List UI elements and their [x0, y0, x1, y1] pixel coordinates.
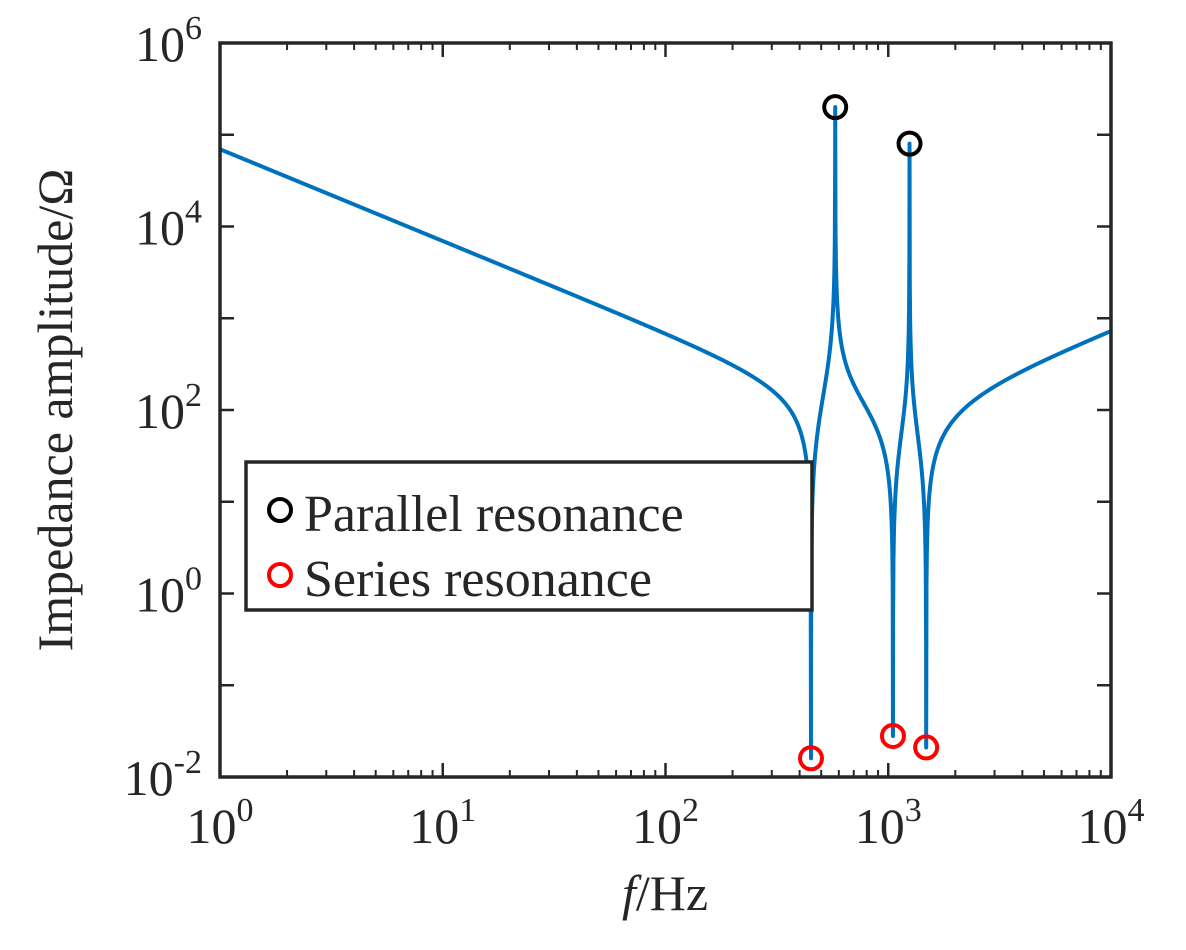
parallel-resonance-marker: [896, 130, 923, 157]
y-axis-label: Impedance amplitude/Ω: [27, 169, 83, 652]
plot-frame: [218, 41, 1113, 779]
x-axis-label-unit: /Hz: [636, 865, 708, 921]
series-resonance-marker: [879, 722, 906, 749]
y-tick-labels: 10-2 100 102 104 106: [124, 10, 202, 806]
y-tick-label: 10-2: [124, 744, 202, 806]
x-tick-label: 100: [187, 792, 254, 854]
y-tick-label: 102: [135, 377, 202, 439]
x-tick-label: 102: [632, 792, 699, 854]
x-axis-label: f/Hz: [622, 865, 708, 921]
series-resonance-marker: [913, 734, 940, 761]
resonance-markers: [798, 94, 940, 772]
y-tick-label: 106: [135, 10, 202, 72]
impedance-series-line: [220, 105, 1111, 761]
legend-series-label: Series resonance: [304, 551, 652, 608]
parallel-resonance-marker: [822, 94, 849, 121]
plot-area: [220, 43, 1111, 777]
y-tick-label: 100: [135, 561, 202, 623]
series-resonance-marker: [798, 745, 825, 772]
x-tick-label: 101: [409, 792, 476, 854]
legend-parallel-marker: [267, 497, 293, 523]
x-tick-labels: 100 101 102 103 104: [187, 792, 1145, 854]
y-tick-label: 104: [135, 194, 202, 256]
legend-parallel-label: Parallel resonance: [304, 486, 684, 543]
x-tick-label: 104: [1078, 792, 1145, 854]
legend-series-marker: [267, 562, 293, 588]
x-tick-label: 103: [855, 792, 922, 854]
legend-box: [244, 460, 814, 612]
legend: Parallel resonance Series resonance: [244, 460, 814, 612]
